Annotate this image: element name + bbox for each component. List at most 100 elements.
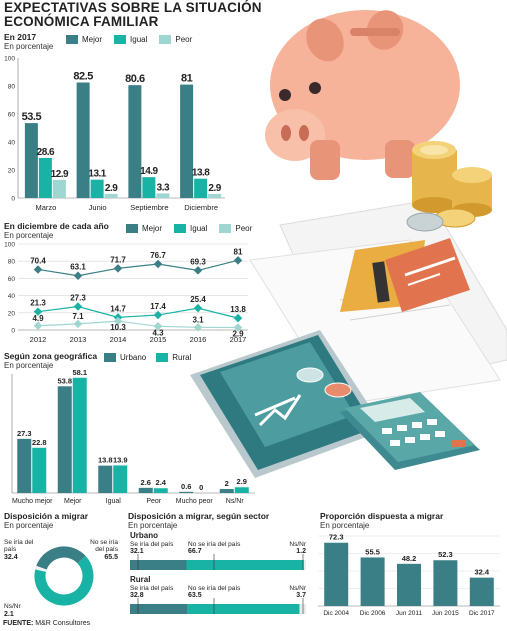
slice-value: 2.1 bbox=[4, 611, 14, 618]
legend-swatch bbox=[219, 224, 232, 233]
legend-item-mejor: Mejor bbox=[66, 35, 102, 44]
chart3-subheading: En porcentaje bbox=[4, 361, 54, 370]
data-label: 27.3 bbox=[17, 429, 32, 438]
bar-peor bbox=[104, 193, 118, 198]
chart6-subheading: En porcentaje bbox=[320, 521, 370, 530]
data-label: 7.1 bbox=[72, 312, 84, 321]
data-label: 69.3 bbox=[190, 257, 206, 266]
x-tick-label: 2014 bbox=[110, 335, 127, 344]
legend-item-mejor: Mejor bbox=[126, 224, 162, 233]
segment-value: 32.8 bbox=[130, 592, 144, 599]
segment-label: Ns/Nr bbox=[289, 541, 306, 548]
y-tick-label: 80 bbox=[8, 259, 16, 266]
bar bbox=[469, 577, 494, 606]
legend-swatch bbox=[156, 353, 169, 362]
point-mejor bbox=[233, 256, 243, 265]
data-label: 58.1 bbox=[72, 368, 87, 377]
bar-urbano bbox=[179, 491, 194, 493]
bar-mejor bbox=[180, 84, 194, 198]
x-tick-label: Mejor bbox=[64, 498, 82, 505]
x-tick-label: Mucho mejor bbox=[12, 498, 53, 505]
data-label: 82.5 bbox=[73, 71, 93, 83]
data-label: 53.5 bbox=[22, 111, 42, 123]
segment-value: 63.5 bbox=[188, 592, 202, 599]
point-peor bbox=[33, 321, 43, 331]
data-label: 81 bbox=[181, 73, 193, 85]
data-label: 2.4 bbox=[156, 478, 167, 487]
data-label: 2.6 bbox=[141, 478, 151, 487]
data-label: 13.8 bbox=[192, 168, 210, 179]
data-label: 3.3 bbox=[157, 182, 170, 193]
bar-peor bbox=[52, 179, 66, 198]
data-label: 22.8 bbox=[32, 438, 47, 447]
y-tick-label: 60 bbox=[8, 112, 16, 119]
legend-label: Igual bbox=[130, 35, 148, 44]
bar bbox=[433, 560, 458, 606]
bar-rural bbox=[32, 447, 47, 493]
slice-label: país bbox=[4, 546, 17, 553]
y-tick-label: 40 bbox=[8, 293, 16, 300]
data-label: 13.9 bbox=[113, 455, 128, 464]
chart5-subheading: En porcentaje bbox=[128, 521, 178, 530]
data-label: 72.3 bbox=[329, 533, 344, 542]
segment-label: No se iría del país bbox=[188, 541, 241, 548]
coin-stack-icon bbox=[406, 141, 492, 232]
data-label: 48.2 bbox=[402, 554, 417, 563]
point-mejor bbox=[113, 264, 123, 273]
source-text: M&R Consultores bbox=[35, 620, 91, 627]
chart3-zone-bars: 27.322.8 Mucho mejor 53.858.1 Mejor 13.8 13.9… bbox=[11, 368, 255, 505]
slice-value: 32.4 bbox=[4, 554, 18, 561]
legend-item-peor: Peor bbox=[159, 35, 192, 44]
credit-card-icon bbox=[340, 238, 470, 312]
data-label: 63.1 bbox=[70, 263, 86, 272]
legend-swatch bbox=[174, 224, 187, 233]
legend-swatch bbox=[66, 35, 78, 44]
chart1-heading: En 2017 bbox=[4, 32, 37, 42]
stacked-segment bbox=[130, 560, 187, 570]
x-tick-label: Marzo bbox=[35, 203, 56, 212]
stacked-segment bbox=[303, 560, 306, 570]
point-igual bbox=[193, 303, 203, 313]
bar-igual bbox=[194, 178, 208, 198]
legend-label: Urbano bbox=[120, 353, 147, 362]
chart4-subheading: En porcentaje bbox=[4, 521, 54, 530]
bar-rural bbox=[113, 465, 128, 493]
segment-value: 32.1 bbox=[130, 548, 144, 555]
data-label: 3.1 bbox=[192, 315, 204, 324]
data-label: 14.9 bbox=[140, 166, 158, 177]
segment-label: No se iría del país bbox=[188, 585, 241, 592]
data-label: 27.3 bbox=[70, 294, 86, 303]
point-mejor bbox=[193, 266, 203, 275]
legend-item-rural: Rural bbox=[156, 353, 191, 362]
piggy-bank-icon bbox=[265, 10, 460, 180]
chart2-subheading: En porcentaje bbox=[4, 231, 54, 240]
chart3-legend: Urbano Rural bbox=[104, 353, 191, 362]
x-tick-label: 2015 bbox=[150, 335, 167, 344]
bar bbox=[360, 557, 385, 606]
x-tick-label: Dic 2006 bbox=[360, 610, 386, 617]
x-tick-label: Diciembre bbox=[184, 203, 218, 212]
y-tick-label: 0 bbox=[11, 328, 15, 335]
data-label: 2.9 bbox=[105, 183, 118, 194]
segment-label: Se iría del país bbox=[130, 541, 174, 548]
legend-item-urbano: Urbano bbox=[104, 353, 146, 362]
slice-label: Ns/Nr bbox=[4, 603, 21, 610]
x-tick-label: 2013 bbox=[70, 335, 87, 344]
segment-label: Se iría del país bbox=[130, 585, 174, 592]
data-label: 0 bbox=[199, 483, 203, 492]
bar bbox=[397, 563, 421, 606]
bar-mejor bbox=[24, 123, 38, 198]
legend-label: Igual bbox=[190, 224, 208, 233]
legend-swatch bbox=[126, 224, 138, 233]
data-label: 81 bbox=[234, 247, 243, 256]
legend-label: Mejor bbox=[142, 224, 163, 233]
point-peor bbox=[73, 319, 83, 329]
line-peor bbox=[37, 320, 239, 329]
x-tick-label: 2012 bbox=[30, 335, 47, 344]
y-tick-label: 0 bbox=[11, 196, 15, 203]
legend-swatch bbox=[159, 35, 172, 44]
point-igual bbox=[153, 310, 163, 320]
point-igual bbox=[233, 313, 243, 323]
x-tick-label: 2017 bbox=[230, 335, 247, 344]
